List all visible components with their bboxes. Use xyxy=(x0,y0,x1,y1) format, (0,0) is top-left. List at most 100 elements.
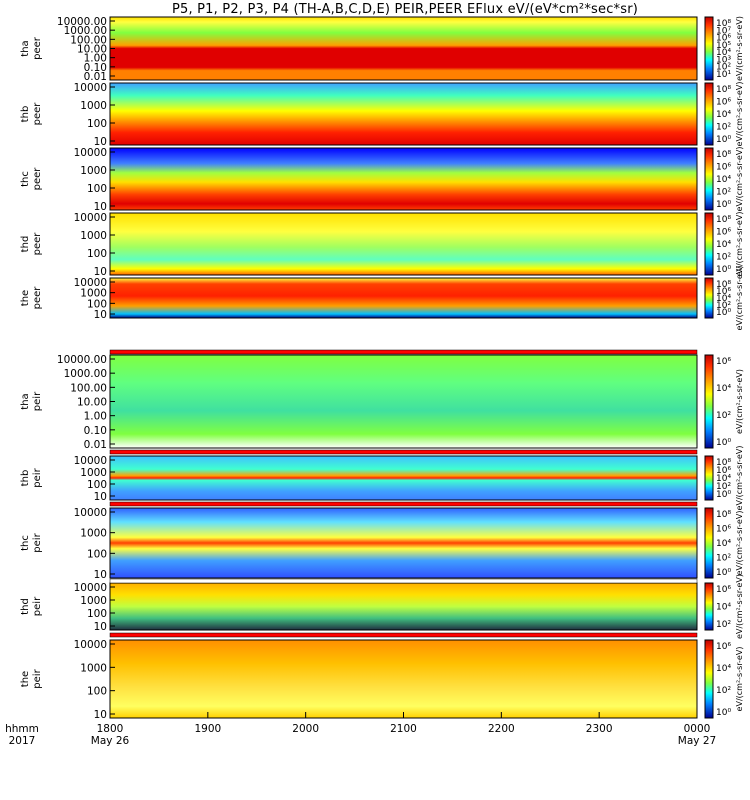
colorbar-unit-label: eV/(cm²-s-sr-eV) xyxy=(735,369,744,434)
colorbar-tick-label: 10⁶ xyxy=(716,163,731,173)
colorbar-tick-label: 10¹ xyxy=(716,70,731,80)
spectrogram-panel-4 xyxy=(110,213,697,275)
ytick-label: 10 xyxy=(94,709,107,721)
spectrogram-panel-1 xyxy=(110,17,697,80)
colorbar-tick-label: 10⁰ xyxy=(716,708,731,718)
ytick-label: 10 xyxy=(94,491,107,503)
colorbar-unit-label: eV/(cm²-s-sr-eV) xyxy=(735,147,744,212)
spectrogram-panel-8 xyxy=(110,508,697,578)
flag-bar-3 xyxy=(109,501,698,507)
xaxis-format-label: hhmm xyxy=(5,723,39,735)
ytick-label: 1000 xyxy=(80,528,107,540)
colorbar-tick-label: 10⁴ xyxy=(716,48,731,58)
panel-label-probe: thd xyxy=(20,598,31,615)
colorbar-frame-7 xyxy=(704,455,714,501)
ytick-label: 1000 xyxy=(80,662,107,674)
ytick-label: 100 xyxy=(87,608,107,620)
panel-label-probe: thb xyxy=(20,106,31,123)
panel-frame-2 xyxy=(109,82,698,146)
xtick-date-label: May 27 xyxy=(678,735,716,747)
ytick-label: 100 xyxy=(87,118,107,130)
ytick-label: 10 xyxy=(94,569,107,581)
ytick-label: 100 xyxy=(87,298,107,310)
colorbar-tick-label: 10⁰ xyxy=(716,135,731,145)
xtick-label: 2300 xyxy=(586,723,613,735)
colorbar-frame-5 xyxy=(704,277,714,319)
colorbar-tick-label: 10² xyxy=(716,411,731,421)
spectrogram-panel-10 xyxy=(110,640,697,718)
colorbar-tick-label: 10⁰ xyxy=(716,308,731,318)
colorbar-tick-label: 10⁰ xyxy=(716,490,731,500)
colorbar-tick-label: 10⁴ xyxy=(716,175,731,185)
ytick-label: 100 xyxy=(87,479,107,491)
ytick-label: 0.01 xyxy=(84,71,107,83)
colorbar-unit-label: eV/(cm²-s-sr-eV) xyxy=(735,446,744,511)
colorbar-unit-label: eV/(cm²-s-sr-eV) xyxy=(735,574,744,639)
ytick-label: 1000 xyxy=(80,288,107,300)
ytick-label: 10 xyxy=(94,621,107,633)
colorbar-tick-label: 10⁶ xyxy=(716,98,731,108)
colorbar-tick-label: 10³ xyxy=(716,55,731,65)
ytick-label: 100 xyxy=(87,686,107,698)
colorbar-3 xyxy=(705,148,713,210)
colorbar-frame-9 xyxy=(704,582,714,631)
colorbar-tick-label: 10⁸ xyxy=(716,215,731,225)
colorbar-tick-label: 10⁶ xyxy=(716,642,731,652)
ytick-label: 100.00 xyxy=(70,382,107,394)
ytick-label: 1000.00 xyxy=(64,368,107,380)
colorbar-tick-label: 10² xyxy=(716,554,731,564)
xtick-label: 2000 xyxy=(292,723,319,735)
flag-bar-4 xyxy=(109,578,698,584)
panel-frame-7 xyxy=(109,455,698,501)
colorbar-tick-label: 10⁴ xyxy=(716,474,731,484)
ytick-label: 100.00 xyxy=(70,34,107,46)
panel-label-species: peir xyxy=(32,467,43,487)
ytick-label: 10000 xyxy=(74,455,107,467)
panel-label-probe: thd xyxy=(20,236,31,253)
ytick-label: 1.00 xyxy=(84,53,107,65)
colorbar-2 xyxy=(705,83,713,145)
colorbar-6 xyxy=(705,355,713,448)
colorbar-tick-label: 10⁸ xyxy=(716,458,731,468)
colorbar-5 xyxy=(705,278,713,318)
colorbar-frame-4 xyxy=(704,212,714,276)
xtick-label: 0000 xyxy=(684,723,711,735)
panel-frame-5 xyxy=(109,277,698,319)
ytick-label: 0.10 xyxy=(84,62,107,74)
panel-label-species: peer xyxy=(32,167,43,191)
ytick-label: 1000 xyxy=(80,467,107,479)
flag-bar-5 xyxy=(109,632,698,638)
colorbar-tick-label: 10⁰ xyxy=(716,265,731,275)
ytick-label: 1000 xyxy=(80,595,107,607)
flag-bar-1 xyxy=(109,349,698,355)
colorbar-tick-label: 10⁸ xyxy=(716,150,731,160)
colorbar-4 xyxy=(705,213,713,275)
ytick-label: 1000 xyxy=(80,230,107,242)
ytick-label: 10000.00 xyxy=(57,354,107,366)
colorbar-unit-label: eV/(cm²-s-sr-eV) xyxy=(735,266,744,331)
colorbar-tick-label: 10⁴ xyxy=(716,240,731,250)
ytick-label: 10 xyxy=(94,309,107,321)
colorbar-frame-6 xyxy=(704,354,714,449)
panel-label-species: peer xyxy=(32,286,43,310)
panel-label-probe: tha xyxy=(20,393,31,409)
ytick-label: 10000 xyxy=(74,82,107,94)
colorbar-tick-label: 10⁴ xyxy=(716,664,731,674)
xtick-label: 2200 xyxy=(488,723,515,735)
xtick-label: 2100 xyxy=(390,723,417,735)
colorbar-tick-label: 10⁰ xyxy=(716,200,731,210)
ytick-label: 10000 xyxy=(74,147,107,159)
panel-label-probe: the xyxy=(20,290,31,306)
spectrogram-panel-5 xyxy=(110,278,697,318)
ytick-label: 10000 xyxy=(74,507,107,519)
colorbar-tick-label: 10² xyxy=(716,482,731,492)
colorbar-unit-label: eV/(cm²-s-sr-eV) xyxy=(735,82,744,147)
panel-label-species: peir xyxy=(32,391,43,411)
colorbar-tick-label: 10⁶ xyxy=(716,357,731,367)
colorbar-tick-label: 10⁶ xyxy=(716,466,731,476)
ytick-label: 10 xyxy=(94,266,107,278)
colorbar-tick-label: 10⁴ xyxy=(716,539,731,549)
colorbar-tick-label: 10⁸ xyxy=(716,280,731,290)
colorbar-frame-2 xyxy=(704,82,714,146)
